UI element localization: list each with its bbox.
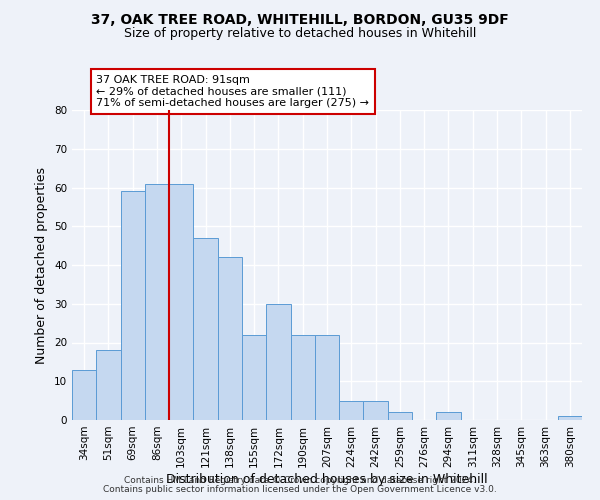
Bar [72, 370, 96, 420]
Bar [364, 400, 388, 420]
Bar [121, 192, 145, 420]
Bar [193, 238, 218, 420]
Text: Size of property relative to detached houses in Whitehill: Size of property relative to detached ho… [124, 28, 476, 40]
Bar [242, 335, 266, 420]
Bar [558, 416, 582, 420]
Bar [169, 184, 193, 420]
Bar [266, 304, 290, 420]
Bar [218, 257, 242, 420]
Text: 37 OAK TREE ROAD: 91sqm
← 29% of detached houses are smaller (111)
71% of semi-d: 37 OAK TREE ROAD: 91sqm ← 29% of detache… [96, 75, 369, 108]
Text: Contains HM Land Registry data © Crown copyright and database right 2024.: Contains HM Land Registry data © Crown c… [124, 476, 476, 485]
Text: 37, OAK TREE ROAD, WHITEHILL, BORDON, GU35 9DF: 37, OAK TREE ROAD, WHITEHILL, BORDON, GU… [91, 12, 509, 26]
Bar [96, 350, 121, 420]
Bar [388, 412, 412, 420]
Bar [315, 335, 339, 420]
Y-axis label: Number of detached properties: Number of detached properties [35, 166, 49, 364]
Bar [290, 335, 315, 420]
Bar [339, 400, 364, 420]
Bar [145, 184, 169, 420]
Bar [436, 412, 461, 420]
Text: Contains public sector information licensed under the Open Government Licence v3: Contains public sector information licen… [103, 485, 497, 494]
X-axis label: Distribution of detached houses by size in Whitehill: Distribution of detached houses by size … [166, 472, 488, 486]
